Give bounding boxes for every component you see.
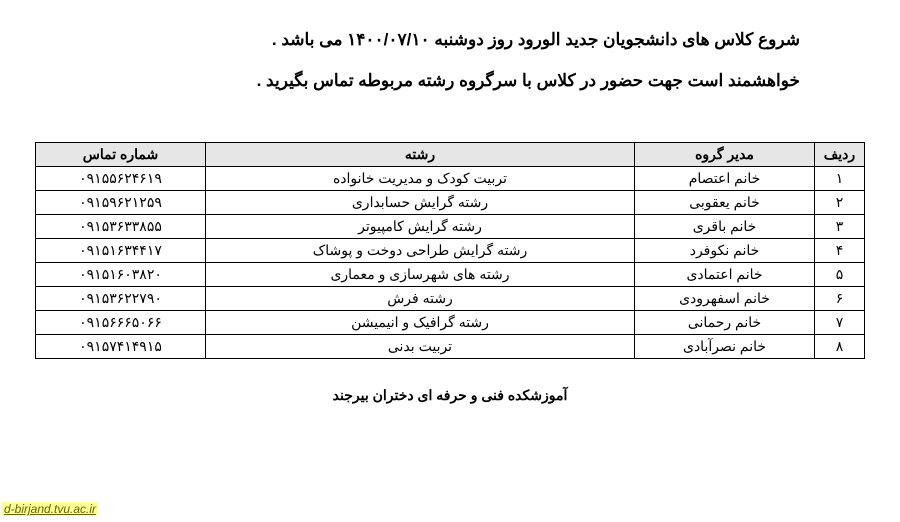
cell-manager: خانم اسفهرودی xyxy=(635,286,815,310)
table-row: ۴ خانم نکوفرد رشته گرایش طراحی دوخت و پو… xyxy=(36,238,865,262)
cell-phone: ۰۹۱۵۶۶۶۵۰۶۶ xyxy=(36,310,206,334)
table-row: ۷ خانم رحمانی رشته گرافیک و انیمیشن ۰۹۱۵… xyxy=(36,310,865,334)
cell-manager: خانم نکوفرد xyxy=(635,238,815,262)
footer-text: آموزشکده فنی و حرفه ای دختران بیرجند xyxy=(35,387,865,404)
cell-manager: خانم نصرآبادی xyxy=(635,334,815,358)
cell-major: تربیت کودک و مدیریت خانواده xyxy=(206,166,635,190)
table-row: ۳ خانم باقری رشته گرایش کامپیوتر ۰۹۱۵۳۶۳… xyxy=(36,214,865,238)
cell-phone: ۰۹۱۵۷۴۱۴۹۱۵ xyxy=(36,334,206,358)
cell-major: رشته گرایش طراحی دوخت و پوشاک xyxy=(206,238,635,262)
contacts-table: ردیف مدیر گروه رشته شماره تماس ۱ خانم اع… xyxy=(35,142,865,359)
cell-phone: ۰۹۱۵۳۶۲۲۷۹۰ xyxy=(36,286,206,310)
announcement-line2: خواهشمند است جهت حضور در کلاس با سرگروه … xyxy=(100,61,800,102)
cell-manager: خانم رحمانی xyxy=(635,310,815,334)
cell-row-number: ۸ xyxy=(815,334,865,358)
table-header-row: ردیف مدیر گروه رشته شماره تماس xyxy=(36,142,865,166)
announcement-line1: شروع کلاس های دانشجویان جدید الورود روز … xyxy=(100,20,800,61)
cell-row-number: ۶ xyxy=(815,286,865,310)
cell-row-number: ۱ xyxy=(815,166,865,190)
cell-major: رشته های شهرسازی و معماری xyxy=(206,262,635,286)
cell-manager: خانم باقری xyxy=(635,214,815,238)
cell-row-number: ۳ xyxy=(815,214,865,238)
table-row: ۵ خانم اعتمادی رشته های شهرسازی و معماری… xyxy=(36,262,865,286)
cell-major: رشته گرافیک و انیمیشن xyxy=(206,310,635,334)
cell-row-number: ۴ xyxy=(815,238,865,262)
announcement-block: شروع کلاس های دانشجویان جدید الورود روز … xyxy=(35,20,865,102)
cell-phone: ۰۹۱۵۳۶۳۳۸۵۵ xyxy=(36,214,206,238)
cell-major: تربیت بدنی xyxy=(206,334,635,358)
cell-manager: خانم اعتصام xyxy=(635,166,815,190)
cell-major: رشته فرش xyxy=(206,286,635,310)
cell-phone: ۰۹۱۵۵۶۲۴۶۱۹ xyxy=(36,166,206,190)
cell-phone: ۰۹۱۵۱۶۰۳۸۲۰ xyxy=(36,262,206,286)
source-watermark: d-birjand.tvu.ac.ir xyxy=(2,502,98,516)
header-manager: مدیر گروه xyxy=(635,142,815,166)
header-row-number: ردیف xyxy=(815,142,865,166)
cell-major: رشته گرایش کامپیوتر xyxy=(206,214,635,238)
cell-manager: خانم یعقوبی xyxy=(635,190,815,214)
table-row: ۸ خانم نصرآبادی تربیت بدنی ۰۹۱۵۷۴۱۴۹۱۵ xyxy=(36,334,865,358)
cell-row-number: ۲ xyxy=(815,190,865,214)
table-row: ۲ خانم یعقوبی رشته گرایش حسابداری ۰۹۱۵۹۶… xyxy=(36,190,865,214)
header-major: رشته xyxy=(206,142,635,166)
table-row: ۱ خانم اعتصام تربیت کودک و مدیریت خانواد… xyxy=(36,166,865,190)
cell-manager: خانم اعتمادی xyxy=(635,262,815,286)
header-phone: شماره تماس xyxy=(36,142,206,166)
cell-phone: ۰۹۱۵۹۶۲۱۲۵۹ xyxy=(36,190,206,214)
cell-phone: ۰۹۱۵۱۶۳۴۴۱۷ xyxy=(36,238,206,262)
cell-row-number: ۵ xyxy=(815,262,865,286)
cell-major: رشته گرایش حسابداری xyxy=(206,190,635,214)
table-row: ۶ خانم اسفهرودی رشته فرش ۰۹۱۵۳۶۲۲۷۹۰ xyxy=(36,286,865,310)
cell-row-number: ۷ xyxy=(815,310,865,334)
